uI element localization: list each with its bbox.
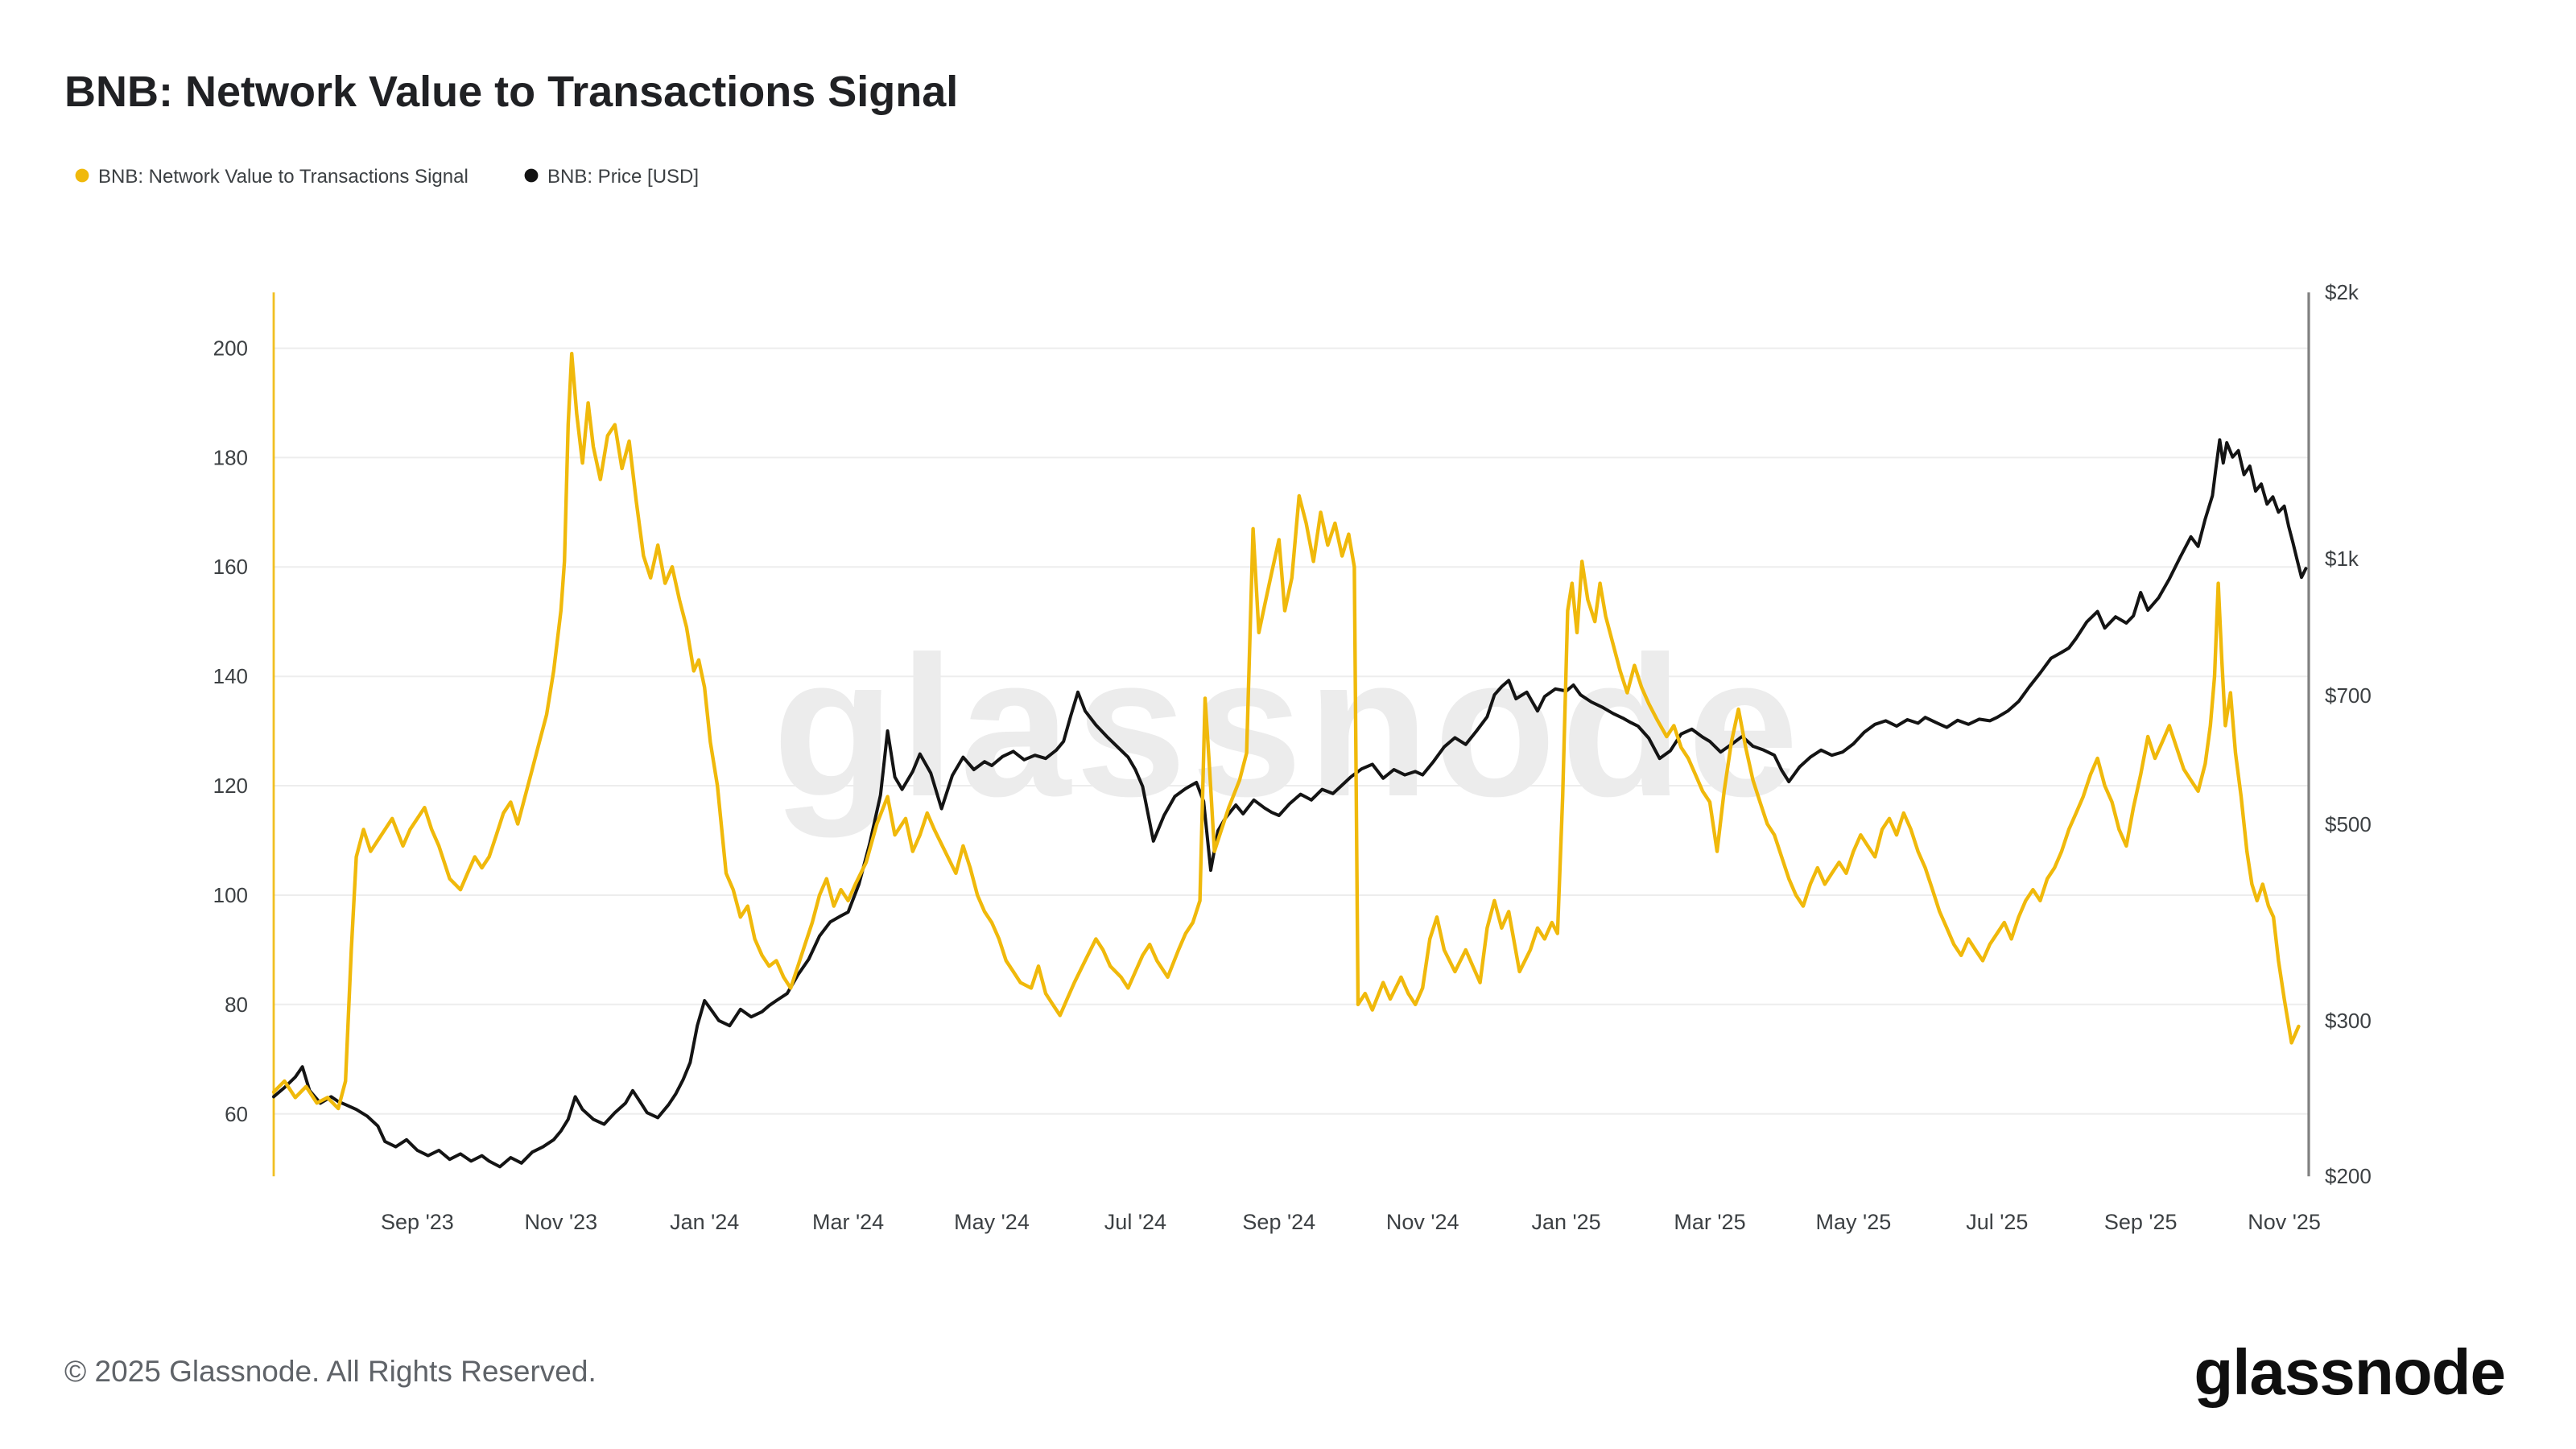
copyright-text: © 2025 Glassnode. All Rights Reserved. <box>64 1355 597 1388</box>
y-right-tick-label: $1k <box>2325 547 2359 571</box>
nvt-legend-dot-icon <box>75 168 89 183</box>
y-right-tick-label: $500 <box>2325 812 2372 836</box>
x-tick-label: Jul '24 <box>1104 1210 1166 1234</box>
x-tick-label: Nov '24 <box>1386 1210 1459 1234</box>
price-legend-dot-icon <box>524 168 539 183</box>
y-left-tick-label: 160 <box>213 555 248 579</box>
x-tick-label: Jan '25 <box>1531 1210 1600 1234</box>
y-right-tick-label: $700 <box>2325 683 2372 708</box>
x-tick-label: Mar '24 <box>812 1210 884 1234</box>
x-tick-label: May '24 <box>954 1210 1030 1234</box>
x-tick-label: Jan '24 <box>670 1210 739 1234</box>
axis-labels: 200 180 160 140 120 100 80 60 $2k $1k $700 $500 $300… <box>213 280 2372 1234</box>
x-tick-label: May '25 <box>1816 1210 1892 1234</box>
y-left-tick-label: 60 <box>225 1102 248 1126</box>
glassnode-logo: glassnode <box>2194 1336 2505 1408</box>
x-tick-label: Sep '24 <box>1242 1210 1315 1234</box>
y-left-tick-label: 200 <box>213 336 248 361</box>
legend: BNB: Network Value to Transactions Signa… <box>75 166 699 188</box>
x-tick-label: Mar '25 <box>1674 1210 1745 1234</box>
x-tick-label: Sep '25 <box>2104 1210 2178 1234</box>
y-left-tick-label: 180 <box>213 445 248 469</box>
y-left-tick-label: 140 <box>213 664 248 688</box>
x-tick-label: Sep '23 <box>381 1210 454 1234</box>
y-right-tick-label: $300 <box>2325 1009 2372 1033</box>
legend-label-price: BNB: Price [USD] <box>547 166 699 188</box>
y-right-tick-label: $2k <box>2325 280 2359 304</box>
y-left-tick-label: 80 <box>225 993 248 1017</box>
legend-item-price[interactable]: BNB: Price [USD] <box>524 166 699 188</box>
legend-item-nvt[interactable]: BNB: Network Value to Transactions Signa… <box>75 166 469 188</box>
legend-label-nvt: BNB: Network Value to Transactions Signa… <box>98 166 469 188</box>
x-tick-label: Nov '25 <box>2248 1210 2321 1234</box>
y-left-tick-label: 100 <box>213 883 248 907</box>
y-right-tick-label: $200 <box>2325 1164 2372 1188</box>
series-layer <box>271 352 2308 1169</box>
x-tick-label: Nov '23 <box>524 1210 597 1234</box>
plot-area[interactable] <box>274 292 2309 1176</box>
nvt-series-line <box>271 352 2301 1111</box>
chart-title: BNB: Network Value to Transactions Signa… <box>64 68 958 116</box>
x-tick-label: Jul '25 <box>1966 1210 2028 1234</box>
price-series-line <box>272 438 2308 1169</box>
y-left-tick-label: 120 <box>213 774 248 798</box>
